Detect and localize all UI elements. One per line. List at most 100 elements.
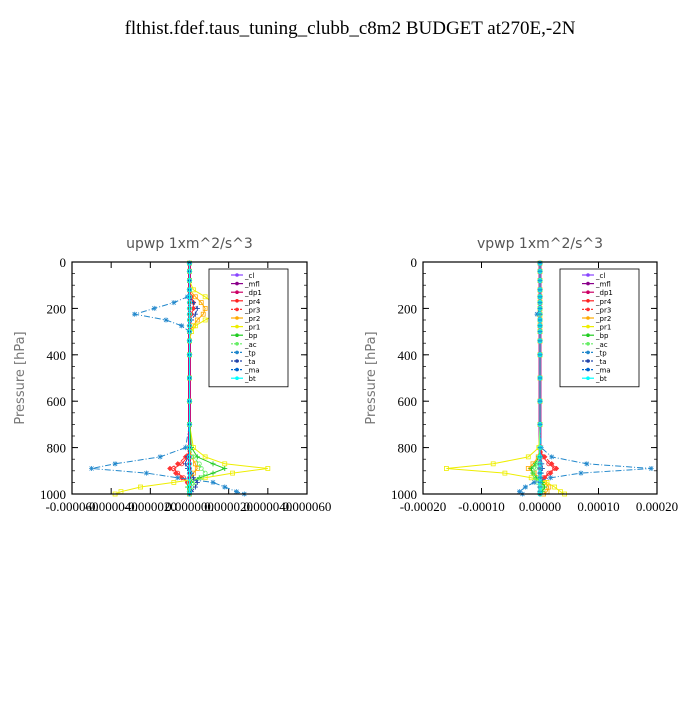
data-point [151,305,157,311]
legend-label: _pr1 [244,324,260,332]
data-point [187,317,192,323]
chart-panel-1: upwp 1xm^2/s^3 Pressure [hPa] 0 200 400 600 80… [13,236,331,514]
series-line [539,263,558,494]
legend-marker [235,342,239,346]
y-tick-label: 200 [398,301,418,316]
data-point [532,466,538,471]
y-tick-label: 600 [47,394,67,409]
legend-label: _ma [244,367,260,375]
data-point [552,484,558,490]
data-point [537,461,543,467]
data-point [502,470,508,476]
y-tick-label: 200 [47,301,67,316]
data-point [187,352,192,358]
y-tick-label: 0 [60,255,67,270]
data-point [194,305,200,311]
chart-title: vpwp 1xm^2/s^3 [477,236,603,252]
data-point [171,479,177,485]
y-tick-label: 1000 [40,487,66,502]
data-point [187,268,192,274]
legend-label: _ta [244,358,256,366]
legend-marker [235,333,239,338]
data-point [198,466,204,471]
legend-marker [235,299,239,303]
data-point [187,470,192,476]
legend-marker [586,290,590,295]
legend-label: _bt [244,375,256,383]
data-point [537,311,543,317]
x-tick-label: 0.00020 [636,499,678,514]
data-point [187,479,192,485]
data-point [528,465,534,471]
plot-frame [71,261,308,495]
x-tick-label: -0.000060 [45,499,98,514]
data-point [178,474,185,481]
data-point [537,305,543,311]
data-point [202,305,208,311]
data-point [187,475,192,481]
data-point [537,317,543,323]
data-point [537,300,543,306]
legend-marker [235,316,239,320]
data-point [648,465,654,471]
legend-marker [235,290,239,295]
data-point [194,317,200,323]
legend-marker [235,273,239,277]
data-point [198,300,204,306]
x-tick-label: 0.00000 [519,499,561,514]
data-point [537,475,543,481]
legend-marker [586,342,590,346]
data-point [171,300,177,306]
data-point [187,300,192,306]
series-bt [187,260,192,497]
data-point [548,460,555,467]
data-point [531,479,537,485]
data-point [175,475,181,481]
data-point [187,338,192,344]
data-point [222,461,228,467]
data-point [525,454,531,460]
data-point [537,479,543,485]
data-point [537,445,543,451]
data-point [548,475,554,481]
data-point [490,461,496,467]
legend-label: _tp [595,349,607,357]
legend-label: _mfl [595,281,611,289]
data-point [187,329,192,335]
data-point [187,445,192,451]
data-point [537,454,543,460]
legend-label: _mfl [244,281,260,289]
x-tick-label: -0.000040 [85,499,138,514]
legend-marker [586,367,590,372]
y-axis-label: Pressure [hPa] [364,331,379,424]
data-point [172,470,179,476]
legend-label: _ta [595,358,607,366]
data-point [537,268,543,274]
legend-label: _pr2 [244,315,260,323]
plot-frame [422,261,658,495]
legend-label: _ac [595,341,608,349]
series-line [91,263,245,495]
data-point [187,305,192,311]
y-tick-label: 800 [47,441,67,456]
data-point [537,484,543,490]
data-point [143,470,149,476]
legend-marker [235,359,239,363]
data-point [265,466,271,471]
data-point [192,484,198,490]
legend: _cl_mfl_dp1_pr4_pr3_pr2_pr1_bp_ac_tp_ta_… [208,268,289,388]
data-point [202,470,208,476]
data-point [530,470,536,476]
data-point [537,323,543,329]
legend-label: _pr3 [595,306,611,314]
legend-label: _bp [595,332,609,340]
data-point [210,461,216,467]
data-point [210,470,216,476]
data-point [537,421,543,427]
data-point [553,465,560,472]
y-tick-label: 400 [398,348,418,363]
legend-marker [235,376,239,381]
legend-label: _dp1 [595,289,613,297]
y-tick-label: 0 [411,255,418,270]
data-point [187,461,192,467]
